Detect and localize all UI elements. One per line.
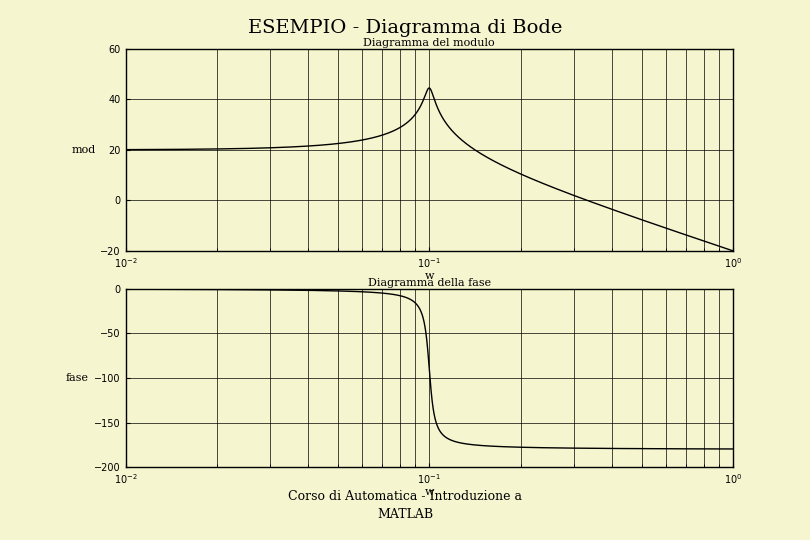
Text: Corso di Automatica - Introduzione a
MATLAB: Corso di Automatica - Introduzione a MAT… xyxy=(288,490,522,521)
Title: Diagramma della fase: Diagramma della fase xyxy=(368,278,491,288)
X-axis label: w: w xyxy=(424,487,434,497)
Y-axis label: mod: mod xyxy=(71,145,96,155)
Title: Diagramma del modulo: Diagramma del modulo xyxy=(364,38,495,48)
X-axis label: w: w xyxy=(424,271,434,281)
Y-axis label: fase: fase xyxy=(66,373,89,383)
Text: ESEMPIO - Diagramma di Bode: ESEMPIO - Diagramma di Bode xyxy=(248,19,562,37)
